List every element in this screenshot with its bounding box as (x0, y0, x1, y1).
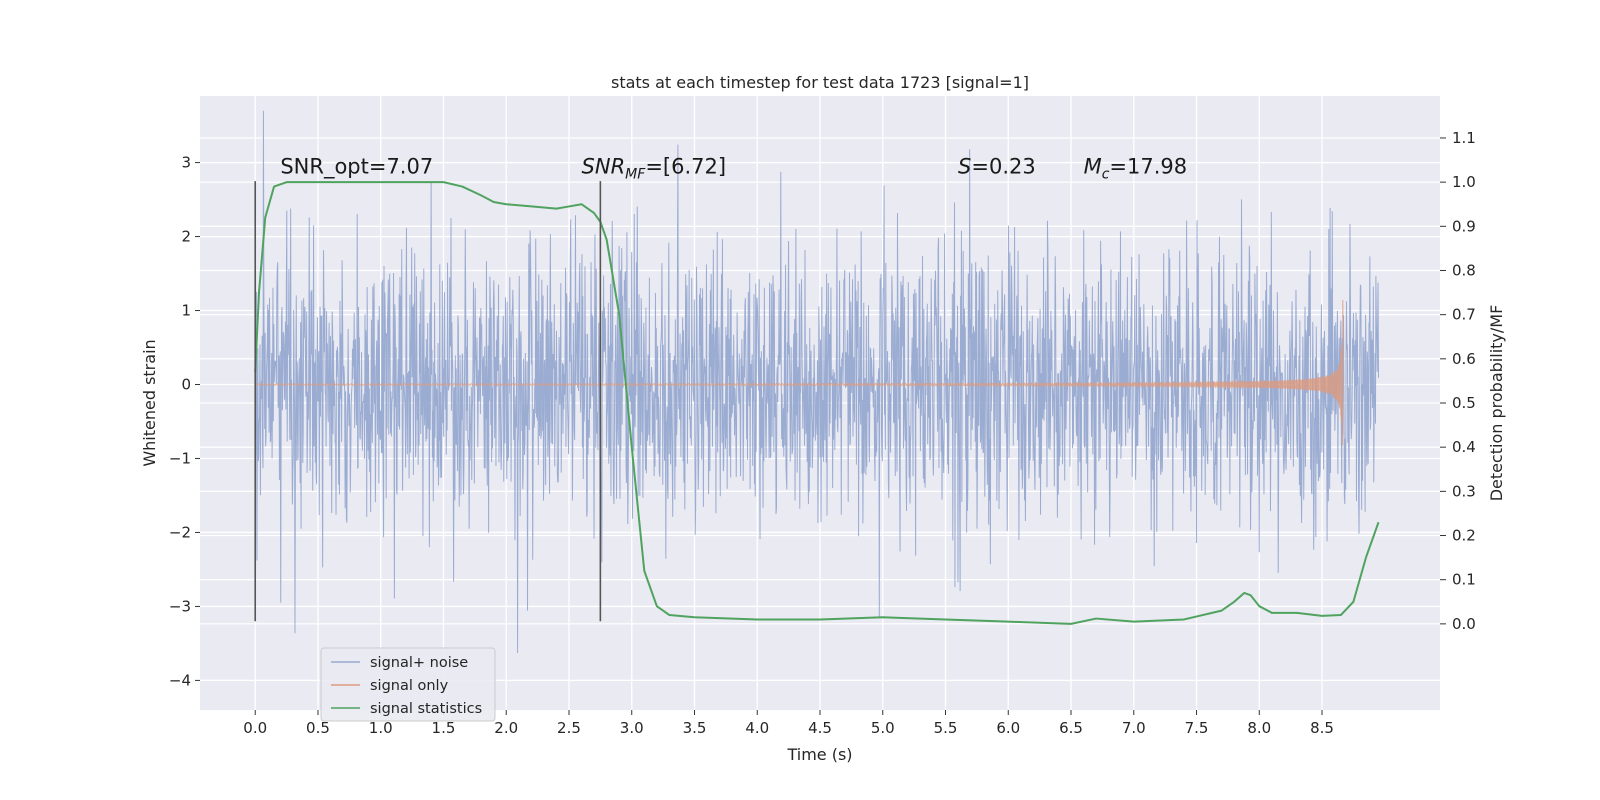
x-tick-label: 1.5 (432, 719, 456, 737)
y2-tick-label: 0.2 (1452, 527, 1476, 545)
legend: signal+ noise signal only signal statist… (320, 647, 496, 722)
legend-label-signal-statistics: signal statistics (370, 701, 482, 717)
y2-tick-label: 0.5 (1452, 394, 1476, 412)
annotations: SNR_opt=7.07 SNRMF=[6.72] S=0.23 Mc=17.98 (280, 155, 1187, 183)
x-tick-label: 4.0 (745, 719, 769, 737)
series-line-signal-only (254, 300, 1344, 446)
legend-label-signal-only: signal only (370, 678, 449, 694)
x-tick-label: 0.0 (243, 719, 267, 737)
y-tick-label: 2 (181, 228, 191, 246)
legend-box (320, 647, 496, 722)
y2-tick-label: 1.1 (1452, 129, 1476, 147)
y-tick-label: 1 (181, 302, 191, 320)
y2-tick-label: 0.7 (1452, 306, 1476, 324)
x-tick-label: 5.0 (871, 719, 895, 737)
x-tick-label: 6.0 (996, 719, 1020, 737)
y2-axis-label: Detection probability/MF (1487, 305, 1506, 502)
x-tick-label: 3.0 (620, 719, 644, 737)
annotation-s: S=0.23 (958, 155, 1036, 179)
x-tick-label: 4.5 (808, 719, 832, 737)
x-tick-label: 8.5 (1310, 719, 1334, 737)
y-tick-label: 3 (181, 154, 191, 172)
x-axis-label: Time (s) (786, 745, 852, 764)
y-tick-label: −2 (169, 523, 191, 541)
y-tick-label: −4 (169, 671, 191, 689)
chart-title: stats at each timestep for test data 172… (611, 73, 1029, 92)
y-axis-ticks: 3 2 1 0 −1 −2 −3 −4 (169, 154, 200, 689)
y-tick-label: −3 (169, 597, 191, 615)
x-tick-label: 7.5 (1185, 719, 1209, 737)
y2-tick-label: 0.0 (1452, 615, 1476, 633)
y-tick-label: 0 (181, 376, 191, 394)
y2-tick-label: 0.6 (1452, 350, 1476, 368)
y2-tick-label: 0.3 (1452, 482, 1476, 500)
x-tick-label: 5.5 (934, 719, 958, 737)
y-tick-label: −1 (169, 449, 191, 467)
x-tick-label: 2.0 (494, 719, 518, 737)
y2-tick-label: 0.9 (1452, 217, 1476, 235)
x-tick-label: 7.0 (1122, 719, 1146, 737)
y2-tick-label: 0.1 (1452, 571, 1476, 589)
y2-axis-ticks: 1.1 1.0 0.9 0.8 0.7 0.6 0.5 0.4 0.3 0.2 0.1 0.0 (1440, 129, 1476, 633)
x-axis-ticks: 0.0 0.5 1.0 1.5 2.0 2.5 3.0 3.5 4.0 4.5 5.0 5.5 6.0 6… (243, 710, 1334, 737)
annotation-snr_opt: SNR_opt=7.07 (280, 155, 433, 180)
x-tick-label: 6.5 (1059, 719, 1083, 737)
series-line-signal-statistics (254, 181, 1380, 625)
x-tick-label: 2.5 (557, 719, 581, 737)
annotation-snr_mf: SNRMF=[6.72] (582, 155, 727, 183)
y2-tick-label: 0.4 (1452, 438, 1476, 456)
x-tick-label: 3.5 (683, 719, 707, 737)
x-tick-label: 0.5 (306, 719, 330, 737)
series-line-signal-noise (254, 110, 1379, 654)
y2-tick-label: 1.0 (1452, 173, 1476, 191)
annotation-mc: Mc=17.98 (1084, 155, 1188, 183)
legend-label-signal-noise: signal+ noise (370, 655, 468, 671)
x-tick-label: 8.0 (1247, 719, 1271, 737)
vertical-markers (254, 181, 602, 622)
plot-series (254, 110, 1380, 654)
x-tick-label: 1.0 (369, 719, 393, 737)
y2-tick-label: 0.8 (1452, 261, 1476, 279)
y-axis-label: Whitened strain (140, 339, 159, 466)
